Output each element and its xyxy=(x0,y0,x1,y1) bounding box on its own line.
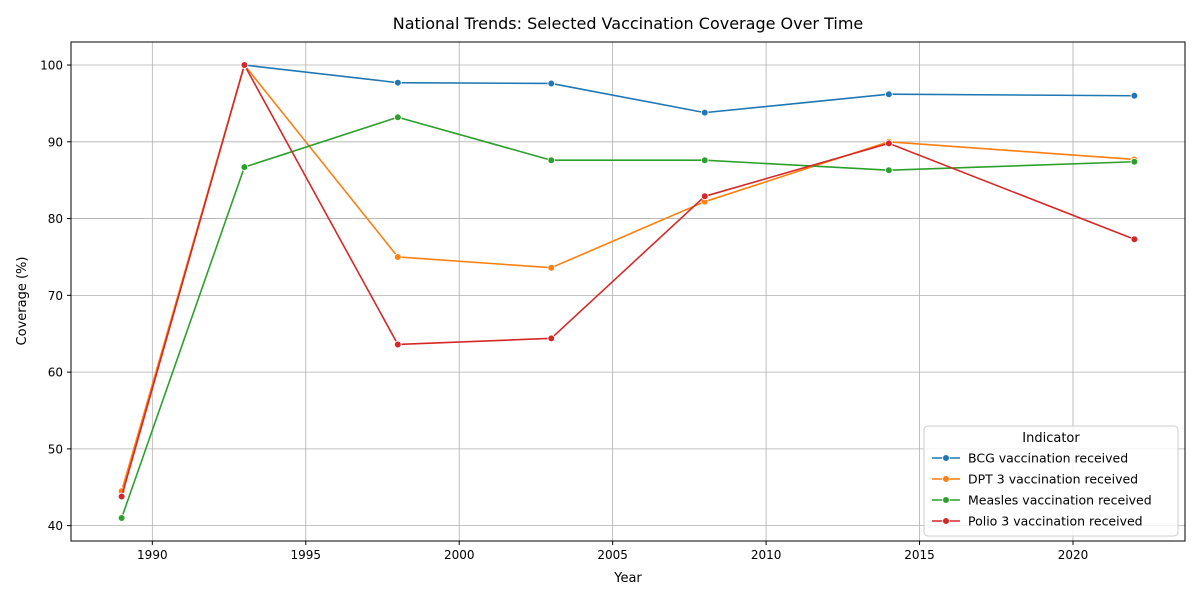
data-point xyxy=(700,108,709,117)
y-tick-label: 40 xyxy=(48,519,63,533)
data-point xyxy=(1130,157,1139,166)
legend-items: BCG vaccination received DPT 3 vaccinatio… xyxy=(932,451,1152,529)
data-point xyxy=(394,113,402,122)
y-tick-label: 50 xyxy=(48,442,63,456)
y-axis-label: Coverage (%) xyxy=(15,257,30,346)
legend-title: Indicator xyxy=(1022,431,1080,446)
legend-label: BCG vaccination received xyxy=(968,451,1128,466)
y-tick-label: 60 xyxy=(48,366,63,380)
data-point xyxy=(885,139,893,148)
data-point xyxy=(117,514,126,522)
x-tick-label: 2015 xyxy=(904,548,935,562)
legend-swatch-marker xyxy=(942,517,950,525)
series-measles-vaccination-received xyxy=(117,113,1139,522)
y-tick-label: 70 xyxy=(48,289,63,303)
y-axis: 40 50 60 70 80 90 100 xyxy=(40,59,71,533)
y-tick-label: 90 xyxy=(48,135,63,149)
data-point xyxy=(547,156,556,165)
legend-entry: Polio 3 vaccination received xyxy=(932,514,1143,529)
x-axis: 1990 1995 2000 2005 2010 2015 2020 xyxy=(137,541,1088,562)
legend: Indicator BCG vaccination received DPT 3 … xyxy=(923,425,1179,537)
y-tick-label: 100 xyxy=(40,59,63,73)
chart-title: National Trends: Selected Vaccination Co… xyxy=(393,14,864,33)
x-tick-label: 2020 xyxy=(1058,548,1089,562)
data-point xyxy=(240,61,249,69)
legend-label: Measles vaccination received xyxy=(968,493,1152,508)
data-point xyxy=(117,492,126,501)
x-tick-label: 2010 xyxy=(751,548,782,562)
plot-frame xyxy=(70,41,1186,542)
legend-box xyxy=(923,425,1179,537)
x-axis-label: Year xyxy=(613,571,642,586)
data-point xyxy=(394,253,402,261)
data-point xyxy=(240,163,249,171)
data-point xyxy=(1130,235,1139,244)
data-point xyxy=(394,78,402,87)
series-bcg-vaccination-received xyxy=(240,61,1139,117)
legend-entry: Measles vaccination received xyxy=(932,493,1152,508)
data-point xyxy=(700,156,709,165)
x-tick-label: 1995 xyxy=(290,548,321,562)
data-point xyxy=(885,90,893,99)
legend-label: DPT 3 vaccination received xyxy=(968,472,1138,487)
x-tick-label: 1990 xyxy=(137,548,168,562)
data-point xyxy=(547,79,556,88)
data-point xyxy=(547,334,556,343)
legend-entry: DPT 3 vaccination received xyxy=(932,472,1138,487)
series-layer xyxy=(117,61,1139,522)
legend-label: Polio 3 vaccination received xyxy=(968,514,1143,529)
legend-swatch-marker xyxy=(942,475,950,483)
series-line xyxy=(244,64,1135,114)
data-point xyxy=(547,263,556,272)
x-tick-label: 2000 xyxy=(444,548,475,562)
data-point xyxy=(1130,91,1139,100)
data-point xyxy=(885,166,893,175)
legend-entry: BCG vaccination received xyxy=(932,451,1128,466)
grid xyxy=(71,42,1185,541)
legend-swatch-marker xyxy=(942,454,950,462)
y-tick-label: 80 xyxy=(48,212,63,226)
x-tick-label: 2005 xyxy=(597,548,628,562)
series-polio-3-vaccination-received xyxy=(117,61,1139,501)
legend-swatch-marker xyxy=(942,496,950,504)
data-point xyxy=(700,192,709,201)
data-point xyxy=(394,340,402,349)
